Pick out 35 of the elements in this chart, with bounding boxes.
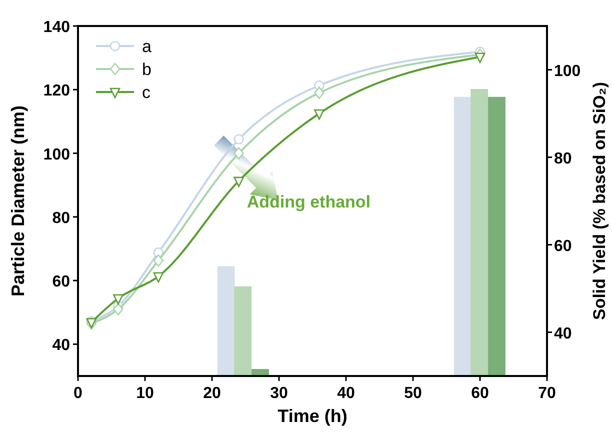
x-tick-label: 60 — [471, 385, 489, 402]
y2-tick-label: 60 — [554, 238, 572, 255]
x-tick-label: 30 — [270, 385, 288, 402]
point — [234, 176, 244, 188]
point — [113, 294, 124, 305]
y-tick-label: 80 — [52, 210, 70, 227]
y2-tick-label: 40 — [554, 325, 572, 342]
point — [314, 109, 324, 120]
point — [234, 134, 244, 144]
legend-label: b — [142, 60, 152, 79]
point — [113, 303, 124, 316]
point — [314, 86, 324, 99]
x-tick-label: 10 — [136, 385, 154, 402]
x-tick-label: 20 — [203, 385, 221, 402]
y2-tick-label: 80 — [554, 150, 572, 168]
y-tick-label: 60 — [52, 274, 70, 291]
x-axis-title: Time (h) — [278, 406, 348, 426]
y-axis-title: Particle Diameter (nm) — [8, 105, 28, 297]
y2-tick-label: 100 — [554, 62, 581, 80]
x-tick-label: 40 — [337, 385, 355, 402]
point — [234, 147, 244, 160]
point — [153, 254, 164, 267]
y-tick-label: 40 — [52, 337, 70, 354]
legend-label: c — [142, 83, 151, 102]
x-tick-label: 50 — [404, 385, 422, 402]
y-tick-label: 120 — [43, 82, 70, 100]
y-tick-label: 100 — [43, 146, 70, 164]
x-tick-label: 0 — [74, 385, 83, 402]
annotation: Adding ethanol — [246, 192, 371, 212]
x-tick-label: 70 — [538, 385, 556, 402]
point — [474, 52, 486, 64]
legend-label: a — [142, 37, 152, 56]
point — [153, 272, 164, 283]
y2-axis-title: Solid Yield (% based on SiO₂) — [590, 82, 609, 320]
y-tick-label: 140 — [43, 19, 70, 36]
